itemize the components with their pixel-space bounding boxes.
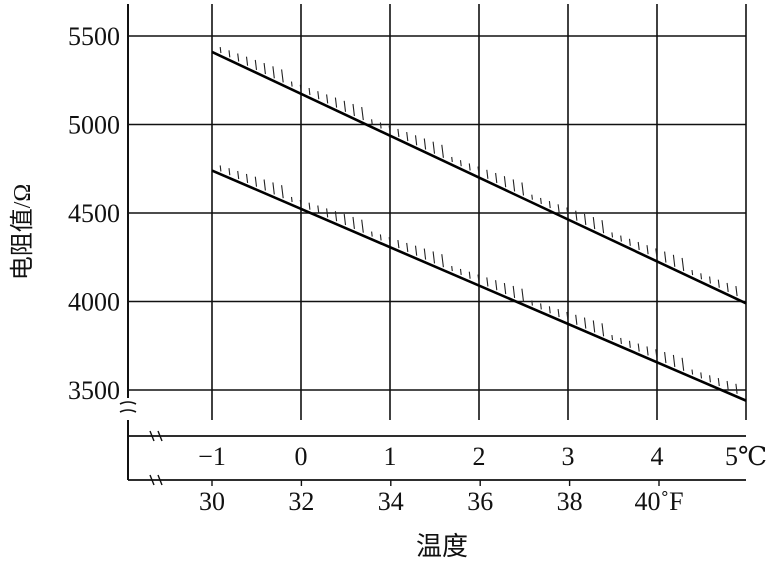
series-hatch	[219, 165, 738, 394]
x-tick-label-fahrenheit: 38	[557, 487, 583, 516]
y-tick-label: 5500	[68, 22, 120, 51]
x-tick-label-celsius: 5℃	[725, 442, 767, 471]
axis-break-mark	[119, 401, 137, 413]
series-line	[211, 50, 747, 305]
grid	[128, 4, 747, 420]
y-tick-label: 4500	[68, 199, 120, 228]
x-tick-label-celsius: 4	[651, 442, 664, 471]
y-tick-label: 3500	[68, 376, 120, 405]
x-tick-label-celsius: −1	[198, 442, 226, 471]
series-hatch	[219, 47, 738, 297]
series-line	[211, 169, 747, 402]
x-tick-label-celsius: 0	[295, 442, 308, 471]
y-tick-label: 5000	[68, 111, 120, 140]
x-tick-label-celsius: 2	[473, 442, 486, 471]
x-tick-label-fahrenheit: 40˚F	[634, 487, 683, 516]
x-tick-label-fahrenheit: 32	[288, 487, 314, 516]
x-axis-label: 温度	[416, 532, 468, 561]
x-tick-label-fahrenheit: 30	[199, 487, 225, 516]
series-group	[211, 47, 747, 402]
y-tick-label: 4000	[68, 288, 120, 317]
axis-break-mark	[149, 474, 163, 486]
x-tick-label-celsius: 1	[384, 442, 397, 471]
x-tick-label-celsius: 3	[562, 442, 575, 471]
axis-break-mark	[149, 430, 163, 442]
axes	[119, 4, 746, 486]
x-tick-label-fahrenheit: 36	[467, 487, 493, 516]
x-tick-label-fahrenheit: 34	[378, 487, 404, 516]
y-axis-label: 电阻值/Ω	[9, 184, 36, 281]
